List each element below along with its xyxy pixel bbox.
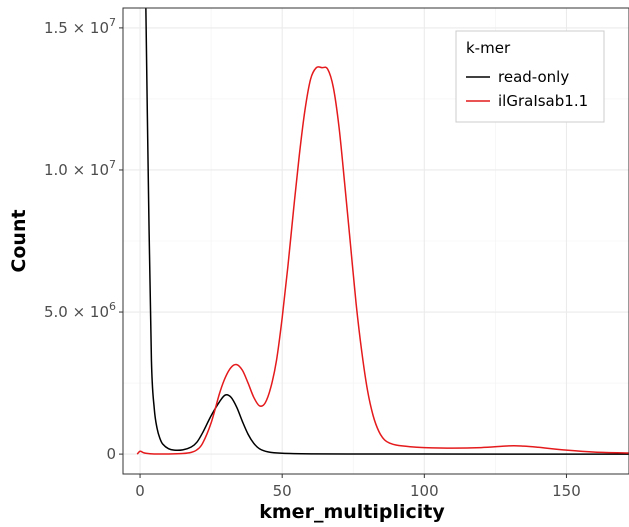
y-tick-label: 0 [106,445,116,463]
legend: k-mer read-only ilGraIsab1.1 [455,30,605,123]
x-tick-label: 100 [410,482,439,500]
legend-label-read-only: read-only [498,68,569,86]
x-axis-ticks: 0 50 100 150 [135,474,581,500]
y-axis-title: Count [8,209,30,272]
x-tick-label: 0 [135,482,145,500]
panel-border [122,7,629,475]
y-tick-label: 1.0 × 107 [44,158,116,179]
x-tick-label: 150 [552,482,581,500]
y-tick-label: 1.5 × 107 [44,16,116,37]
y-axis-ticks: 0 5.0 × 106 1.0 × 107 1.5 × 107 [44,16,123,463]
series-layer [136,8,629,455]
x-tick-label: 50 [273,482,292,500]
legend-title: k-mer [466,39,511,57]
x-axis-title: kmer_multiplicity [259,501,445,523]
y-tick-label: 5.0 × 106 [44,300,116,321]
legend-label-ilgraisab: ilGraIsab1.1 [498,92,588,110]
series-line-1 [136,66,629,455]
series-line-0 [145,8,629,455]
